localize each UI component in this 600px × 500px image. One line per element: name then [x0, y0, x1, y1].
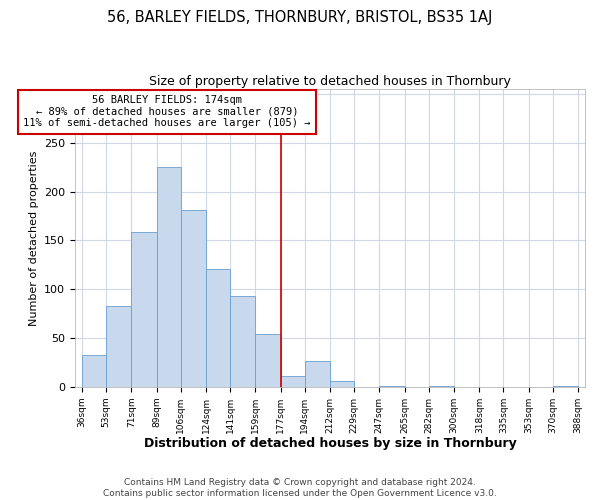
Y-axis label: Number of detached properties: Number of detached properties — [29, 150, 38, 326]
Bar — [131, 232, 157, 386]
Title: Size of property relative to detached houses in Thornbury: Size of property relative to detached ho… — [149, 75, 511, 88]
Bar — [281, 376, 305, 386]
Bar — [230, 296, 256, 386]
Bar — [106, 306, 131, 386]
Bar — [82, 354, 106, 386]
Text: 56, BARLEY FIELDS, THORNBURY, BRISTOL, BS35 1AJ: 56, BARLEY FIELDS, THORNBURY, BRISTOL, B… — [107, 10, 493, 25]
Bar — [181, 210, 206, 386]
Bar — [305, 362, 330, 386]
Text: Contains HM Land Registry data © Crown copyright and database right 2024.
Contai: Contains HM Land Registry data © Crown c… — [103, 478, 497, 498]
Text: 56 BARLEY FIELDS: 174sqm
← 89% of detached houses are smaller (879)
11% of semi-: 56 BARLEY FIELDS: 174sqm ← 89% of detach… — [23, 95, 311, 128]
Bar — [330, 381, 354, 386]
Bar — [206, 268, 230, 386]
Bar — [157, 167, 181, 386]
X-axis label: Distribution of detached houses by size in Thornbury: Distribution of detached houses by size … — [143, 437, 517, 450]
Bar — [256, 334, 281, 386]
